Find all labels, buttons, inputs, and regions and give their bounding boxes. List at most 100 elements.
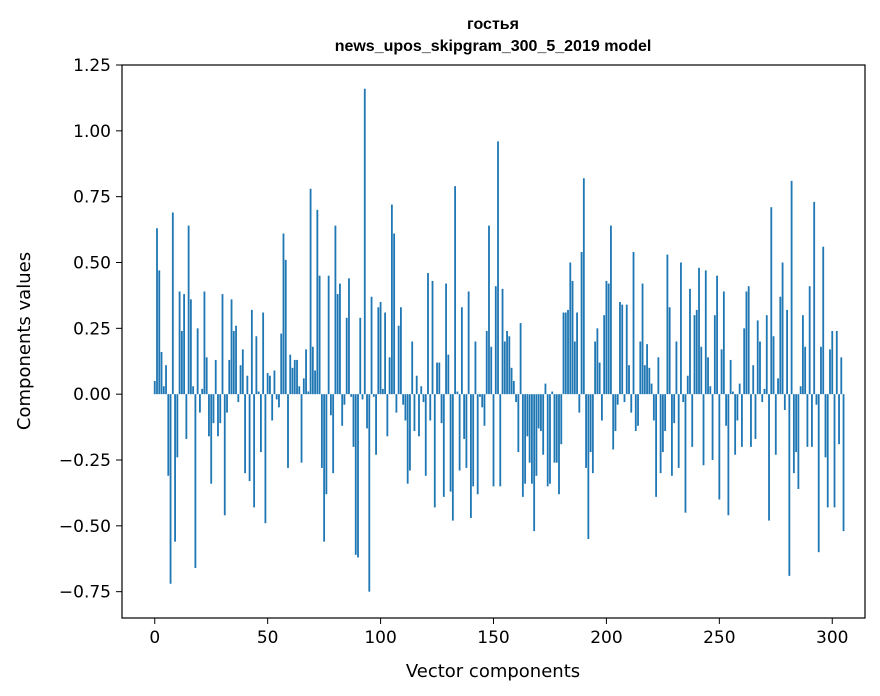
bar-242 <box>700 346 703 395</box>
bar-305 <box>842 394 845 532</box>
bar-191 <box>585 394 587 468</box>
bar-243 <box>702 394 705 466</box>
bar-293 <box>815 394 818 405</box>
bar-24 <box>208 394 210 437</box>
bar-164 <box>524 394 527 484</box>
bar-3 <box>160 352 163 395</box>
bar-128 <box>442 394 445 497</box>
bar-303 <box>838 394 840 445</box>
bar-50 <box>266 373 269 395</box>
bar-64 <box>298 386 301 395</box>
bar-151 <box>494 286 497 395</box>
bar-252 <box>722 291 725 395</box>
bar-144 <box>479 394 481 397</box>
bar-121 <box>427 273 429 395</box>
y-tick-label: 1.25 <box>73 56 111 76</box>
bar-103 <box>386 394 389 437</box>
bar-13 <box>183 294 186 395</box>
x-tick-label: 100 <box>364 628 396 648</box>
bar-302 <box>835 330 838 395</box>
bar-218 <box>646 344 648 395</box>
bar-186 <box>573 341 576 395</box>
bar-192 <box>587 394 590 539</box>
bar-92 <box>361 394 364 400</box>
bar-257 <box>734 394 737 455</box>
chart-title: гостья <box>467 16 519 33</box>
bar-301 <box>833 394 836 508</box>
bar-10 <box>176 394 179 458</box>
bar-282 <box>790 180 793 395</box>
bar-90 <box>357 394 359 558</box>
bar-78 <box>329 394 332 416</box>
bar-142 <box>474 341 477 395</box>
bar-207 <box>621 304 624 395</box>
bar-159 <box>512 381 515 395</box>
bar-105 <box>390 204 393 395</box>
bar-14 <box>185 394 188 439</box>
bar-139 <box>467 291 470 395</box>
bar-15 <box>187 225 190 395</box>
y-tick-label: 0.75 <box>73 188 111 208</box>
bar-215 <box>639 341 642 395</box>
bar-11 <box>178 291 181 395</box>
bar-260 <box>741 394 743 447</box>
bar-163 <box>521 394 524 497</box>
y-tick-label: 0.00 <box>73 385 111 405</box>
bar-134 <box>456 391 459 395</box>
bar-181 <box>562 312 565 395</box>
bar-84 <box>343 394 346 405</box>
bar-254 <box>727 394 730 516</box>
bar-120 <box>424 394 427 476</box>
bar-203 <box>612 394 615 450</box>
bar-220 <box>650 383 653 395</box>
bar-162 <box>519 323 522 395</box>
bar-36 <box>235 325 237 395</box>
bar-299 <box>829 349 831 395</box>
bar-48 <box>262 312 265 395</box>
y-axis: −0.75 −0.50 −0.25 0.00 0.25 0.50 0.75 1.00 1.25 <box>59 56 122 603</box>
bar-66 <box>302 378 305 395</box>
bar-127 <box>440 394 443 424</box>
bar-197 <box>598 362 601 395</box>
bar-45 <box>255 336 258 395</box>
bar-228 <box>668 307 671 395</box>
bar-30 <box>221 294 224 395</box>
bar-119 <box>422 394 425 403</box>
bar-188 <box>578 394 581 413</box>
y-tick-label: 1.00 <box>73 122 111 142</box>
bar-286 <box>799 386 802 395</box>
bar-41 <box>246 375 249 395</box>
bar-47 <box>259 394 262 453</box>
bar-82 <box>339 283 341 395</box>
bar-209 <box>625 304 628 395</box>
chart-subtitle: news_upos_skipgram_300_5_2019 model <box>335 38 652 55</box>
bar-199 <box>603 315 606 395</box>
bar-273 <box>770 207 773 395</box>
bar-97 <box>372 394 375 397</box>
bar-81 <box>336 294 339 395</box>
bar-161 <box>517 394 520 453</box>
bar-18 <box>194 394 197 568</box>
bar-173 <box>544 383 547 395</box>
bar-264 <box>750 394 752 447</box>
x-tick-label: 150 <box>477 628 509 648</box>
bar-277 <box>779 296 782 395</box>
bar-298 <box>826 394 829 508</box>
bar-180 <box>560 394 563 445</box>
bar-177 <box>553 394 556 463</box>
bar-104 <box>388 357 391 395</box>
bar-174 <box>546 394 549 487</box>
bar-170 <box>537 394 540 429</box>
bar-71 <box>314 370 316 395</box>
bar-17 <box>192 386 195 395</box>
x-axis-label: Vector components <box>406 661 580 682</box>
bar-167 <box>530 394 533 484</box>
bar-118 <box>420 386 423 395</box>
bar-1 <box>156 228 158 395</box>
bar-226 <box>664 394 667 432</box>
bar-266 <box>754 394 757 439</box>
bar-135 <box>458 394 461 471</box>
bar-8 <box>171 212 174 395</box>
bar-225 <box>661 394 664 453</box>
bar-281 <box>788 394 791 576</box>
